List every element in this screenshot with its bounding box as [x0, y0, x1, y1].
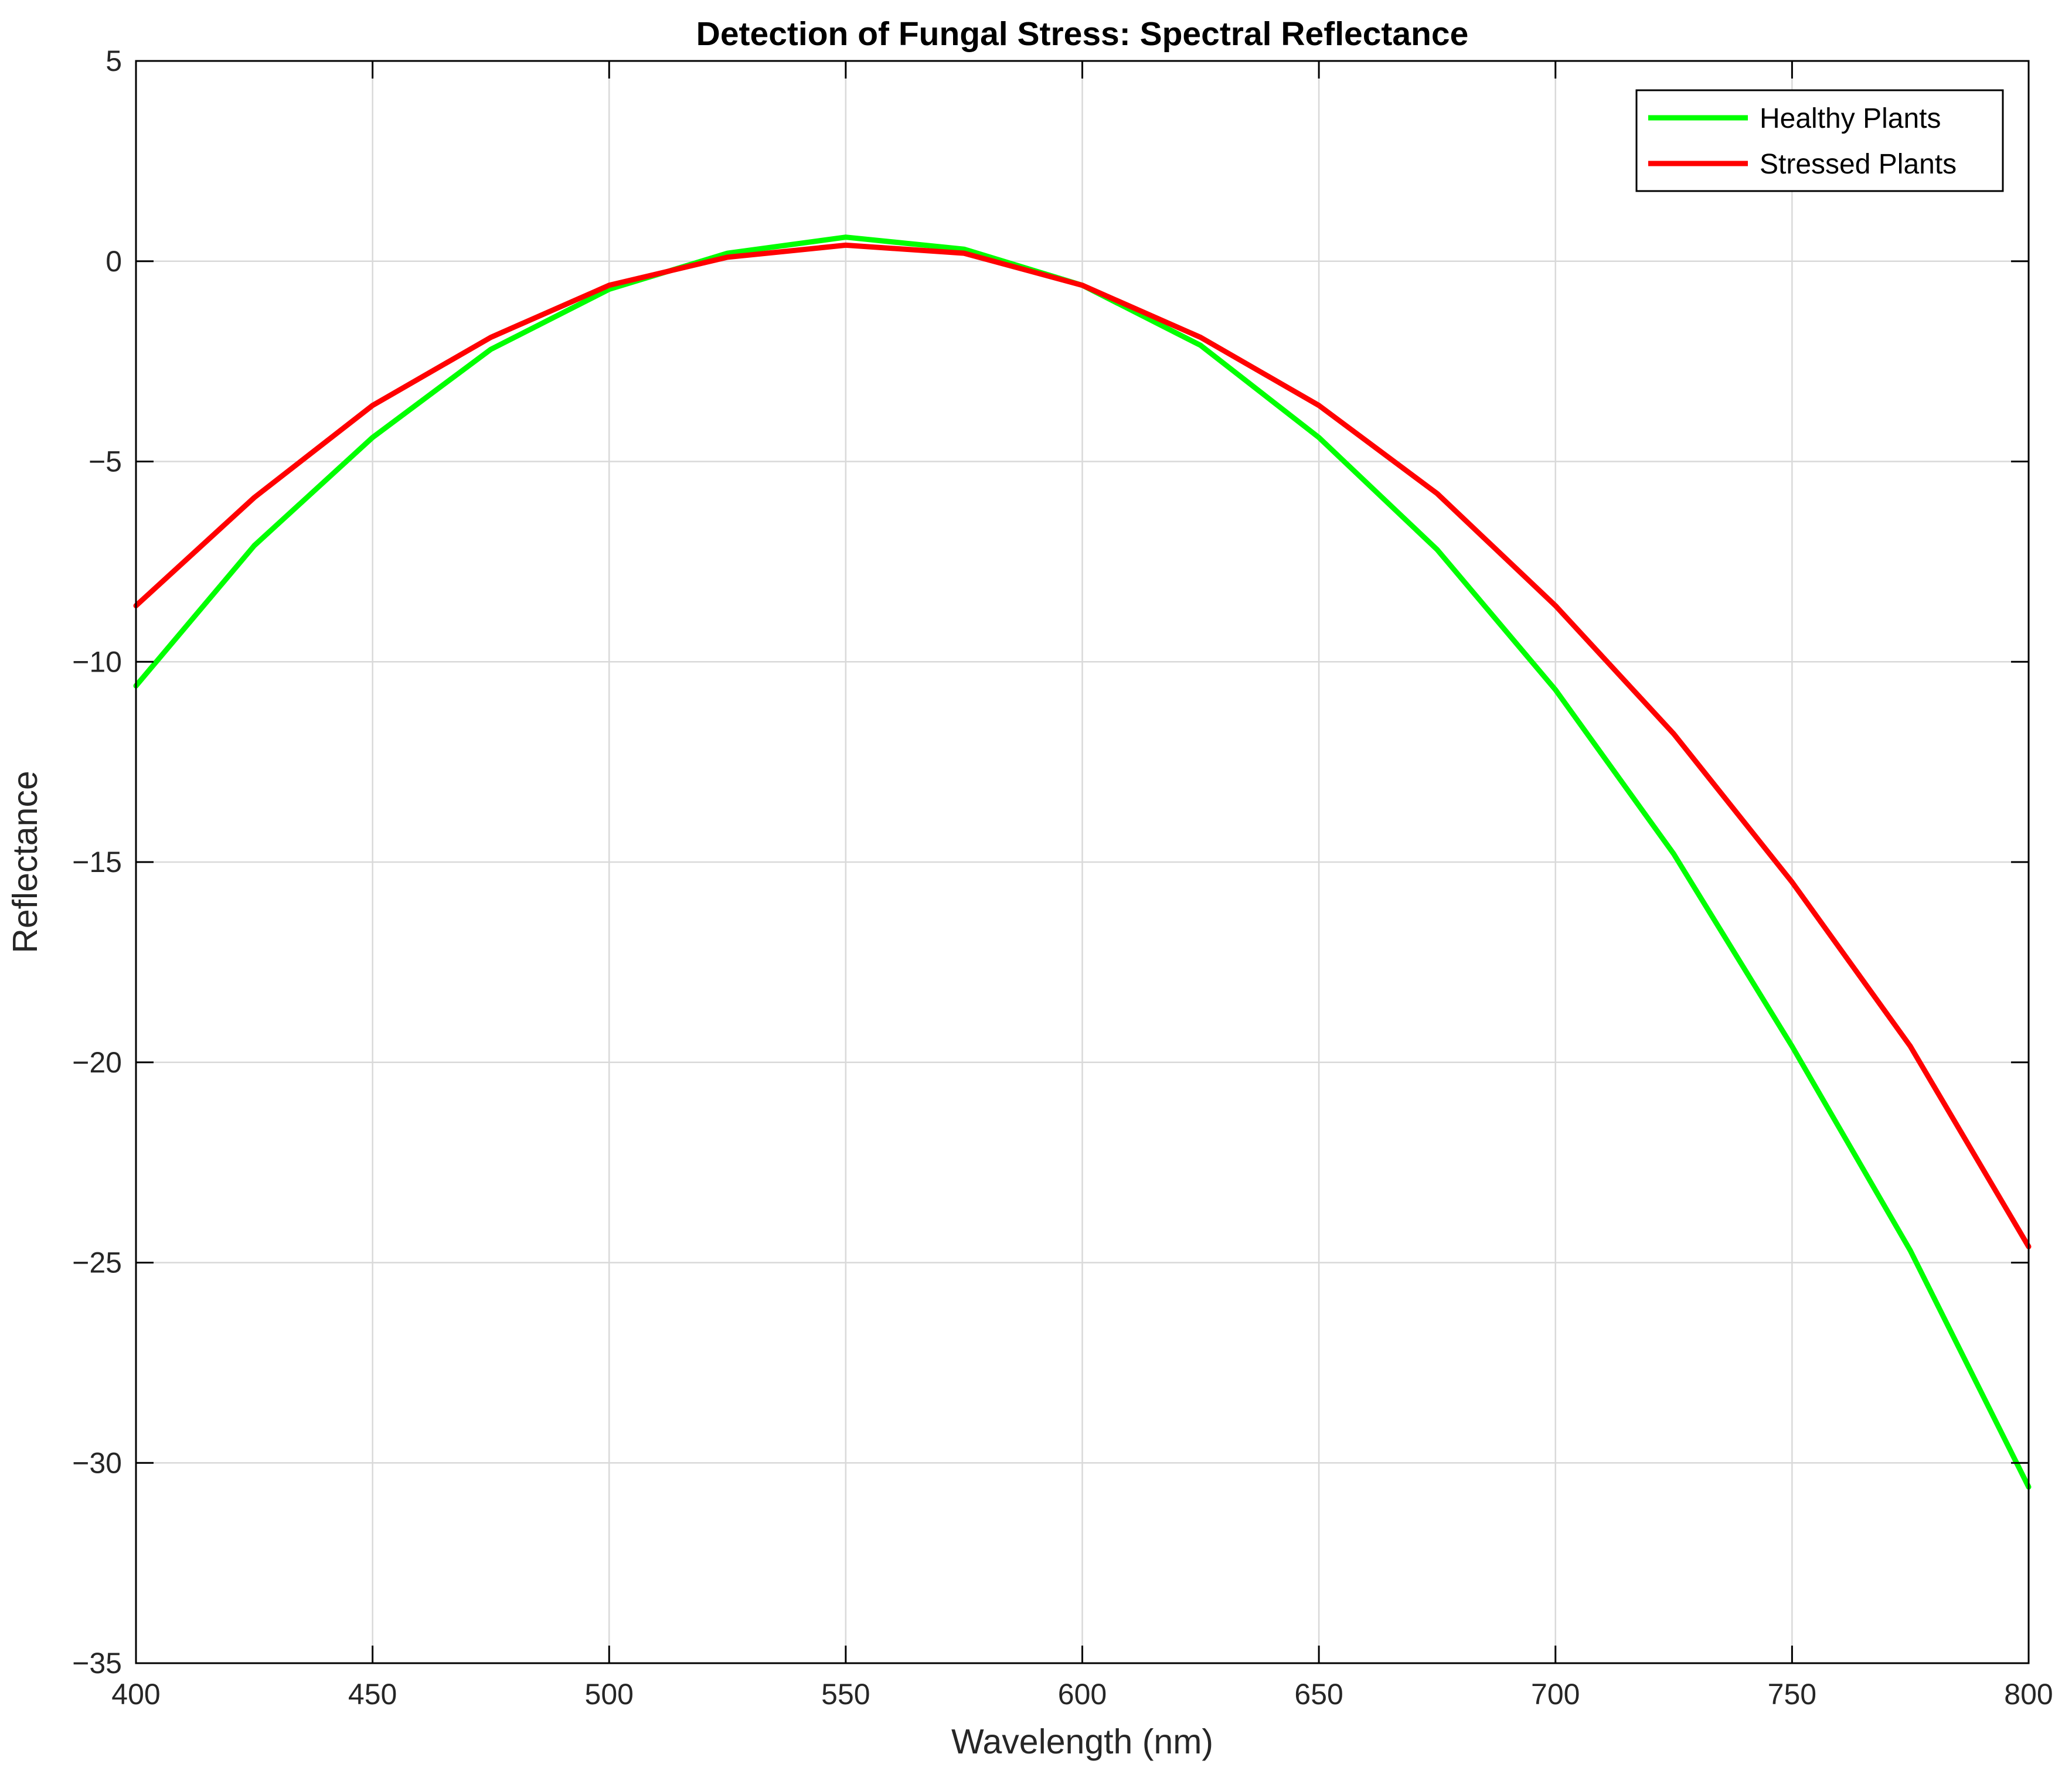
y-tick-label: −10 [72, 645, 122, 678]
x-tick-label: 650 [1294, 1678, 1343, 1711]
y-tick-label: −5 [89, 445, 122, 478]
x-tick-label: 550 [821, 1678, 870, 1711]
y-tick-label: −25 [72, 1247, 122, 1279]
tick-labels: 400 450 500 550 600 650 700 750 800 5 0 −5 −10 −15 −20… [72, 45, 2053, 1711]
x-tick-label: 700 [1531, 1678, 1580, 1711]
y-axis-label: Reflectance [6, 771, 45, 953]
chart-title: Detection of Fungal Stress: Spectral Ref… [696, 15, 1469, 53]
y-tick-label: −15 [72, 846, 122, 878]
y-tick-label: −20 [72, 1046, 122, 1079]
ticks [135, 60, 2030, 1664]
x-tick-label: 500 [585, 1678, 634, 1711]
y-tick-label: 5 [106, 45, 122, 77]
x-tick-label: 450 [348, 1678, 397, 1711]
series-layer [133, 234, 2032, 1490]
series-line-stressed-plants [133, 242, 2032, 1249]
y-tick-label: −35 [72, 1647, 122, 1680]
legend: Healthy Plants Stressed Plants [1635, 89, 2004, 192]
x-axis-label: Wavelength (nm) [951, 1722, 1213, 1761]
legend-label-stressed-plants: Stressed Plants [1760, 149, 1957, 180]
x-tick-label: 800 [2004, 1678, 2053, 1711]
legend-label-healthy-plants: Healthy Plants [1760, 103, 1941, 134]
y-tick-label: 0 [106, 245, 122, 278]
y-tick-label: −30 [72, 1446, 122, 1479]
x-tick-label: 400 [111, 1678, 160, 1711]
legend-box [1635, 89, 2004, 192]
x-tick-label: 750 [1768, 1678, 1816, 1711]
x-tick-label: 600 [1058, 1678, 1107, 1711]
